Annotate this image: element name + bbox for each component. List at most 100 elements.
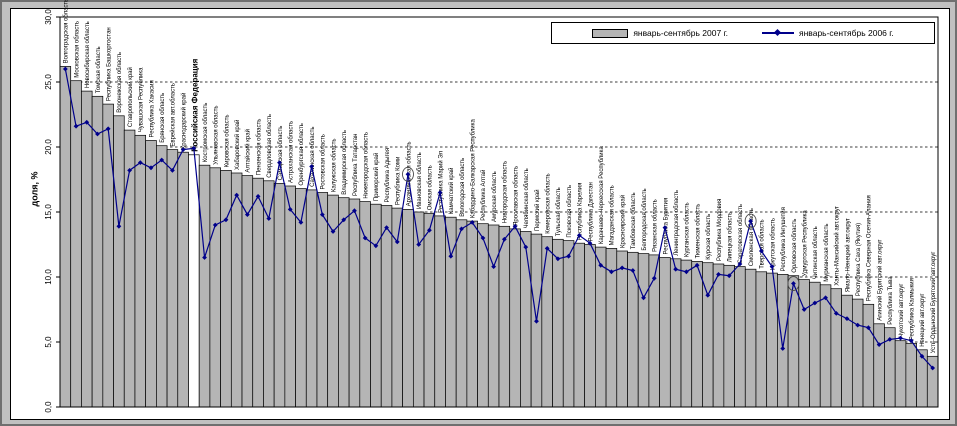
bar [166,149,179,408]
legend-line-swatch-icon [762,28,794,36]
line-marker-icon [683,269,689,275]
line-marker-icon [405,171,411,177]
category-label: Новосибирская область [85,21,91,88]
line-marker-icon [887,337,893,342]
bar [509,228,521,408]
line-marker-icon [437,190,443,195]
bar [841,294,853,408]
category-label: Смоленская область [749,208,755,266]
line-marker-icon [844,316,850,321]
line-marker-icon [812,300,818,306]
category-label: Калужская область [331,138,337,192]
bar [734,266,746,408]
circle-annotation-icon [744,213,757,229]
category-label: Республика Мордовия [717,199,723,261]
category-label: Амурская область [492,171,498,222]
bar [455,219,468,408]
chart-frame: Волгоградская область Московская область Н… [10,0,950,420]
category-label: Ставропольский край [127,67,134,127]
category-label: Пензенская область [256,119,262,176]
line-marker-icon [469,220,475,225]
line-marker-icon [330,229,336,234]
category-label: Орловская область [792,219,798,273]
line-marker-icon [352,208,357,214]
line-marker-icon [780,346,786,351]
line-marker-icon [84,119,90,125]
line-marker-icon [673,266,679,272]
line-marker-icon [619,265,625,271]
bar [284,185,296,408]
line-marker-icon [823,295,828,301]
line-marker-icon [212,222,218,228]
category-label: Красноярский край [619,195,626,248]
line-series-2006 [62,66,936,371]
category-label: Республика Адыгея [385,148,391,203]
legend-item-2006: январь-сентябрь 2006 г. [762,28,894,38]
chart-canvas: Волгоградская область Московская область Н… [44,0,939,413]
bar [541,236,553,408]
bar [562,240,575,408]
bar [241,175,254,408]
category-label: Курганская область [685,202,691,257]
legend-label-2006: январь-сентябрь 2006 г. [799,28,894,38]
bar [905,342,917,408]
category-label: Пермский край [534,189,541,231]
bar [680,259,693,408]
category-label: Курская область [706,214,712,260]
circle-annotation-icon [787,276,800,291]
bar [91,95,104,408]
line-marker-icon [448,253,454,259]
line-marker-icon [277,160,282,165]
circle-annotation-icon [402,166,414,182]
line-marker-icon [512,223,518,229]
bar [177,151,189,408]
y-tick-label: 20,0 [44,139,53,155]
bar [338,197,350,408]
line-marker-icon [576,233,582,238]
category-label: Воронежская область [117,52,123,113]
line-marker-icon [416,242,422,247]
line-marker-icon [801,307,807,312]
bar [423,212,436,408]
bar [434,215,446,408]
circled-annotations [402,166,800,291]
bar [113,115,125,408]
line-marker-icon [716,272,721,277]
bar [466,220,478,408]
bar [552,238,564,408]
line-marker-icon [641,295,646,301]
category-label: Агинский Бурятский авт.округ [876,239,883,321]
bar [637,253,650,408]
category-label: Республика Калмыкия [910,278,916,340]
category-label: Чукотский авт.округ [898,283,905,338]
category-label: Ленинградская область [674,190,680,256]
category-label: Магаданская область [610,185,616,245]
line-marker-icon [287,207,293,212]
category-label: Чувашская Республика [139,67,145,132]
bar [894,340,907,408]
bar [787,275,800,408]
category-label: Брянская область [160,93,166,143]
category-label: Псковская область [567,185,573,238]
bar-series-2007 [59,66,939,408]
line-marker-icon [908,338,914,344]
category-label: Оренбургская область [299,123,305,186]
line-marker-icon [373,243,379,249]
category-label: Ненецкий авт.округ [919,293,926,347]
bar [659,257,671,408]
category-label: Рязанская область [653,199,659,252]
line-marker-icon [855,322,861,328]
bar [220,170,232,408]
line-marker-icon [170,168,175,173]
category-label: Тамбовская область [631,192,637,249]
category-label: Новгородская область [503,161,509,224]
y-tick-label: 25,0 [44,74,53,90]
category-label: Ямало-Ненецкий авт.округ [844,217,851,292]
line-marker-icon [319,212,325,217]
bar [477,223,489,408]
line-marker-icon [255,194,261,199]
line-marker-icon [234,192,240,198]
bar [830,288,842,408]
bar [573,242,586,408]
